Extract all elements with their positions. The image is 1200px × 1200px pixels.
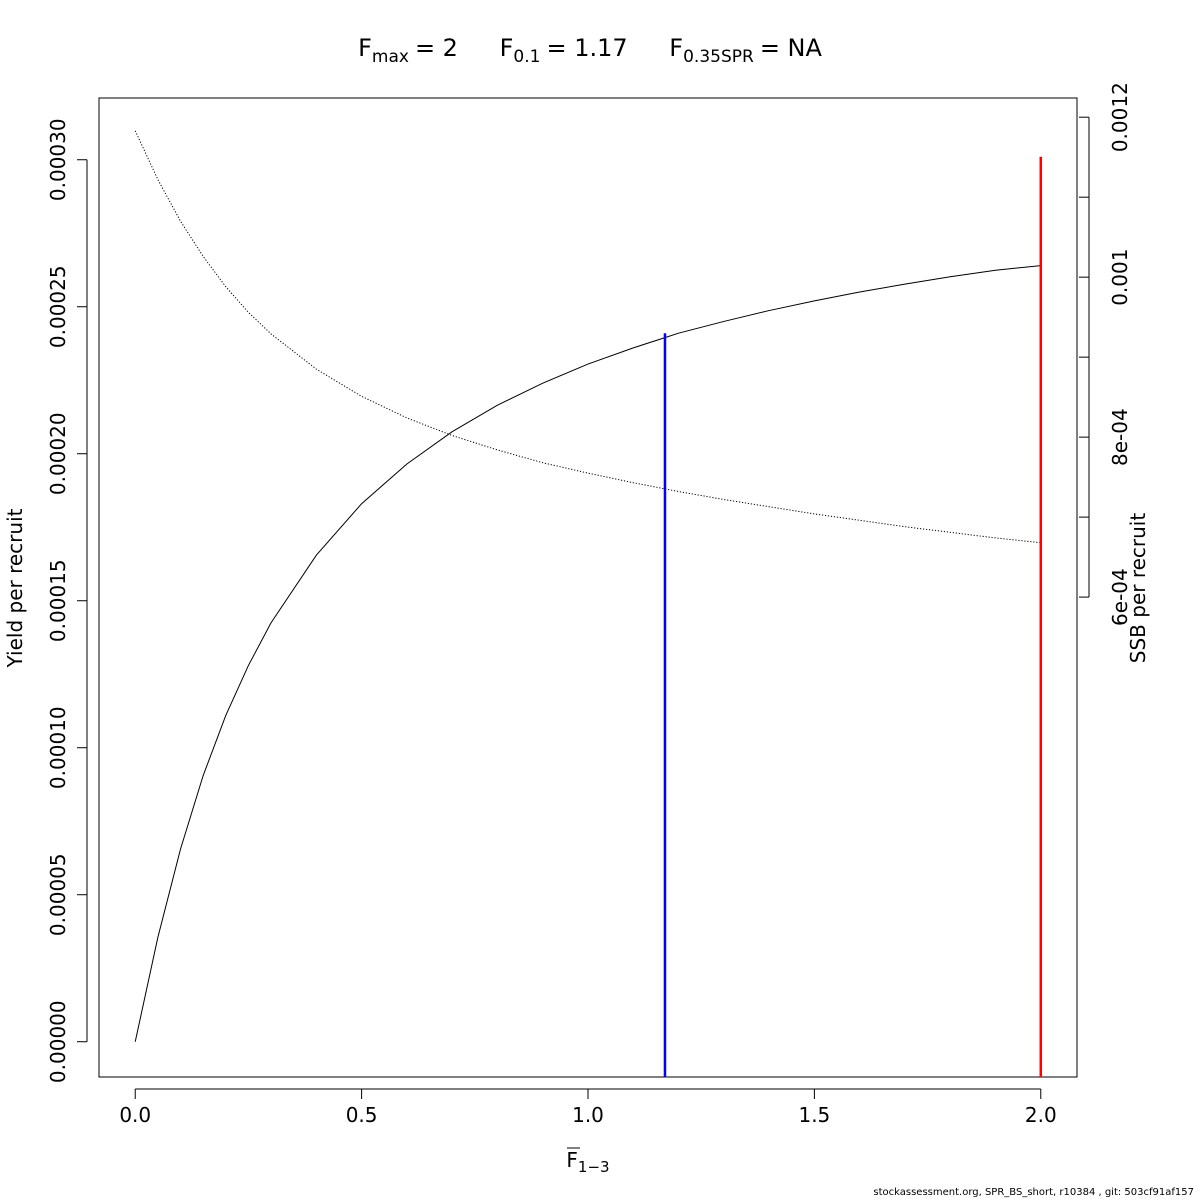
chart-title: Fmax = 2 F0.1 = 1.17 F0.35SPR = NA [358,34,822,67]
x-tick-label: 0.0 [119,1103,151,1127]
plot-frame [98,97,1078,1078]
y-right-tick-label: 8e-04 [1108,408,1132,466]
y-axis-right-label: SSB per recruit [1126,513,1150,664]
ssb-per-recruit-line [134,130,1041,544]
reference-lines [663,156,1043,1077]
x-tick-label: 0.5 [346,1103,378,1127]
x-tick-label: 1.0 [572,1103,604,1127]
y-right-tick-label: 0.001 [1108,249,1132,306]
footer-text: stockassessment.org, SPR_BS_short, r1038… [873,1187,1194,1198]
y-left-tick-label: 0.00010 [46,706,70,789]
y-left-tick-label: 0.00005 [46,853,70,936]
series-layer [134,130,1041,1042]
x-axis-label: F1−3 [566,1148,609,1176]
y-axis-left: 0.00000 0.00005 0.00010 0.00015 0.00020 0.000… [46,118,88,1083]
y-right-tick-label: 6e-04 [1108,568,1132,626]
y-left-tick-label: 0.00015 [46,559,70,642]
x-axis: 0.0 0.5 1.0 1.5 2.0 [119,1088,1057,1127]
y-right-tick-label: 0.0012 [1108,82,1132,152]
x-tick-label: 1.5 [798,1103,830,1127]
y-axis-left-label: Yield per recruit [3,508,27,668]
x-tick-label: 2.0 [1025,1103,1057,1127]
y-left-tick-label: 0.00000 [46,1000,70,1083]
y-axis-right: 6e-04 8e-04 0.001 0.0012 [1079,82,1132,626]
y-left-tick-label: 0.00025 [46,265,70,348]
yield-per-recruit-line [134,265,1041,1042]
y-left-tick-label: 0.00030 [46,118,70,201]
y-left-tick-label: 0.00020 [46,412,70,495]
